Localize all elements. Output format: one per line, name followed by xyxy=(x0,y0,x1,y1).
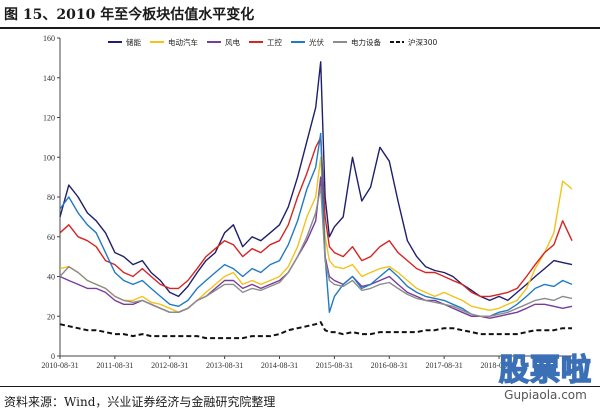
x-tick-label: 2010-08-31 xyxy=(41,361,78,370)
x-axis-ticks: 2010-08-31 2011-08-31 2012-08-31 2013-08-31… xyxy=(41,356,518,370)
y-tick-label: 0 xyxy=(51,352,55,361)
series-line-2 xyxy=(59,156,573,313)
y-tick-label: 60 xyxy=(47,233,55,242)
x-tick-label: 2018-08-31 xyxy=(480,361,517,370)
source-note: 资料来源：Wind，兴业证券经济与金融研究院整理 xyxy=(4,395,276,409)
y-tick-label: 160 xyxy=(43,34,55,43)
series-line-3 xyxy=(59,176,573,319)
y-axis-ticks: 0 20 40 60 80 100 120 140 160 xyxy=(43,34,60,361)
figure-title: 图 15、2010 年至今板块估值水平变化 xyxy=(4,7,255,23)
x-tick-label: 2011-08-31 xyxy=(96,361,133,370)
x-tick-label: 2017-08-31 xyxy=(425,361,462,370)
legend-label-2: 电动汽车 xyxy=(168,37,198,47)
chart-series xyxy=(59,61,573,340)
legend-label-6: 电力设备 xyxy=(351,37,381,47)
x-tick-label: 2015-08-31 xyxy=(316,361,353,370)
legend-label-1: 储能 xyxy=(126,37,141,47)
watermark-domain: Gupiaola.com xyxy=(504,388,587,402)
line-chart: 0 20 40 60 80 100 120 140 160 2010-08-31 2011-08-… xyxy=(41,34,573,370)
watermark-text: 股票啦 xyxy=(498,353,592,389)
footer-rule xyxy=(0,386,600,387)
x-tick-label: 2014-08-31 xyxy=(261,361,298,370)
legend-label-3: 风电 xyxy=(225,37,240,47)
y-tick-label: 80 xyxy=(47,193,55,202)
legend-label-5: 光伏 xyxy=(309,37,324,47)
series-line-7 xyxy=(59,321,572,340)
chart-legend: 储能 电动汽车 风电 工控 光伏 电力设备 沪深300 xyxy=(108,37,438,47)
x-tick-label: 2012-08-31 xyxy=(151,361,188,370)
series-line-5 xyxy=(59,132,573,317)
y-tick-label: 120 xyxy=(43,114,55,123)
x-tick-label: 2013-08-31 xyxy=(206,361,243,370)
legend-label-4: 工控 xyxy=(267,37,282,47)
series-line-1 xyxy=(59,61,573,302)
x-tick-label: 2016-08-31 xyxy=(371,361,408,370)
y-tick-label: 140 xyxy=(43,74,55,83)
y-tick-label: 20 xyxy=(47,312,55,321)
legend-label-7: 沪深300 xyxy=(408,37,438,47)
title-rule xyxy=(0,27,600,29)
y-tick-label: 100 xyxy=(43,153,55,162)
y-tick-label: 40 xyxy=(47,273,55,282)
series-line-6 xyxy=(59,186,573,317)
watermark-logo: 股票啦 Gupiaola.com xyxy=(498,353,592,402)
